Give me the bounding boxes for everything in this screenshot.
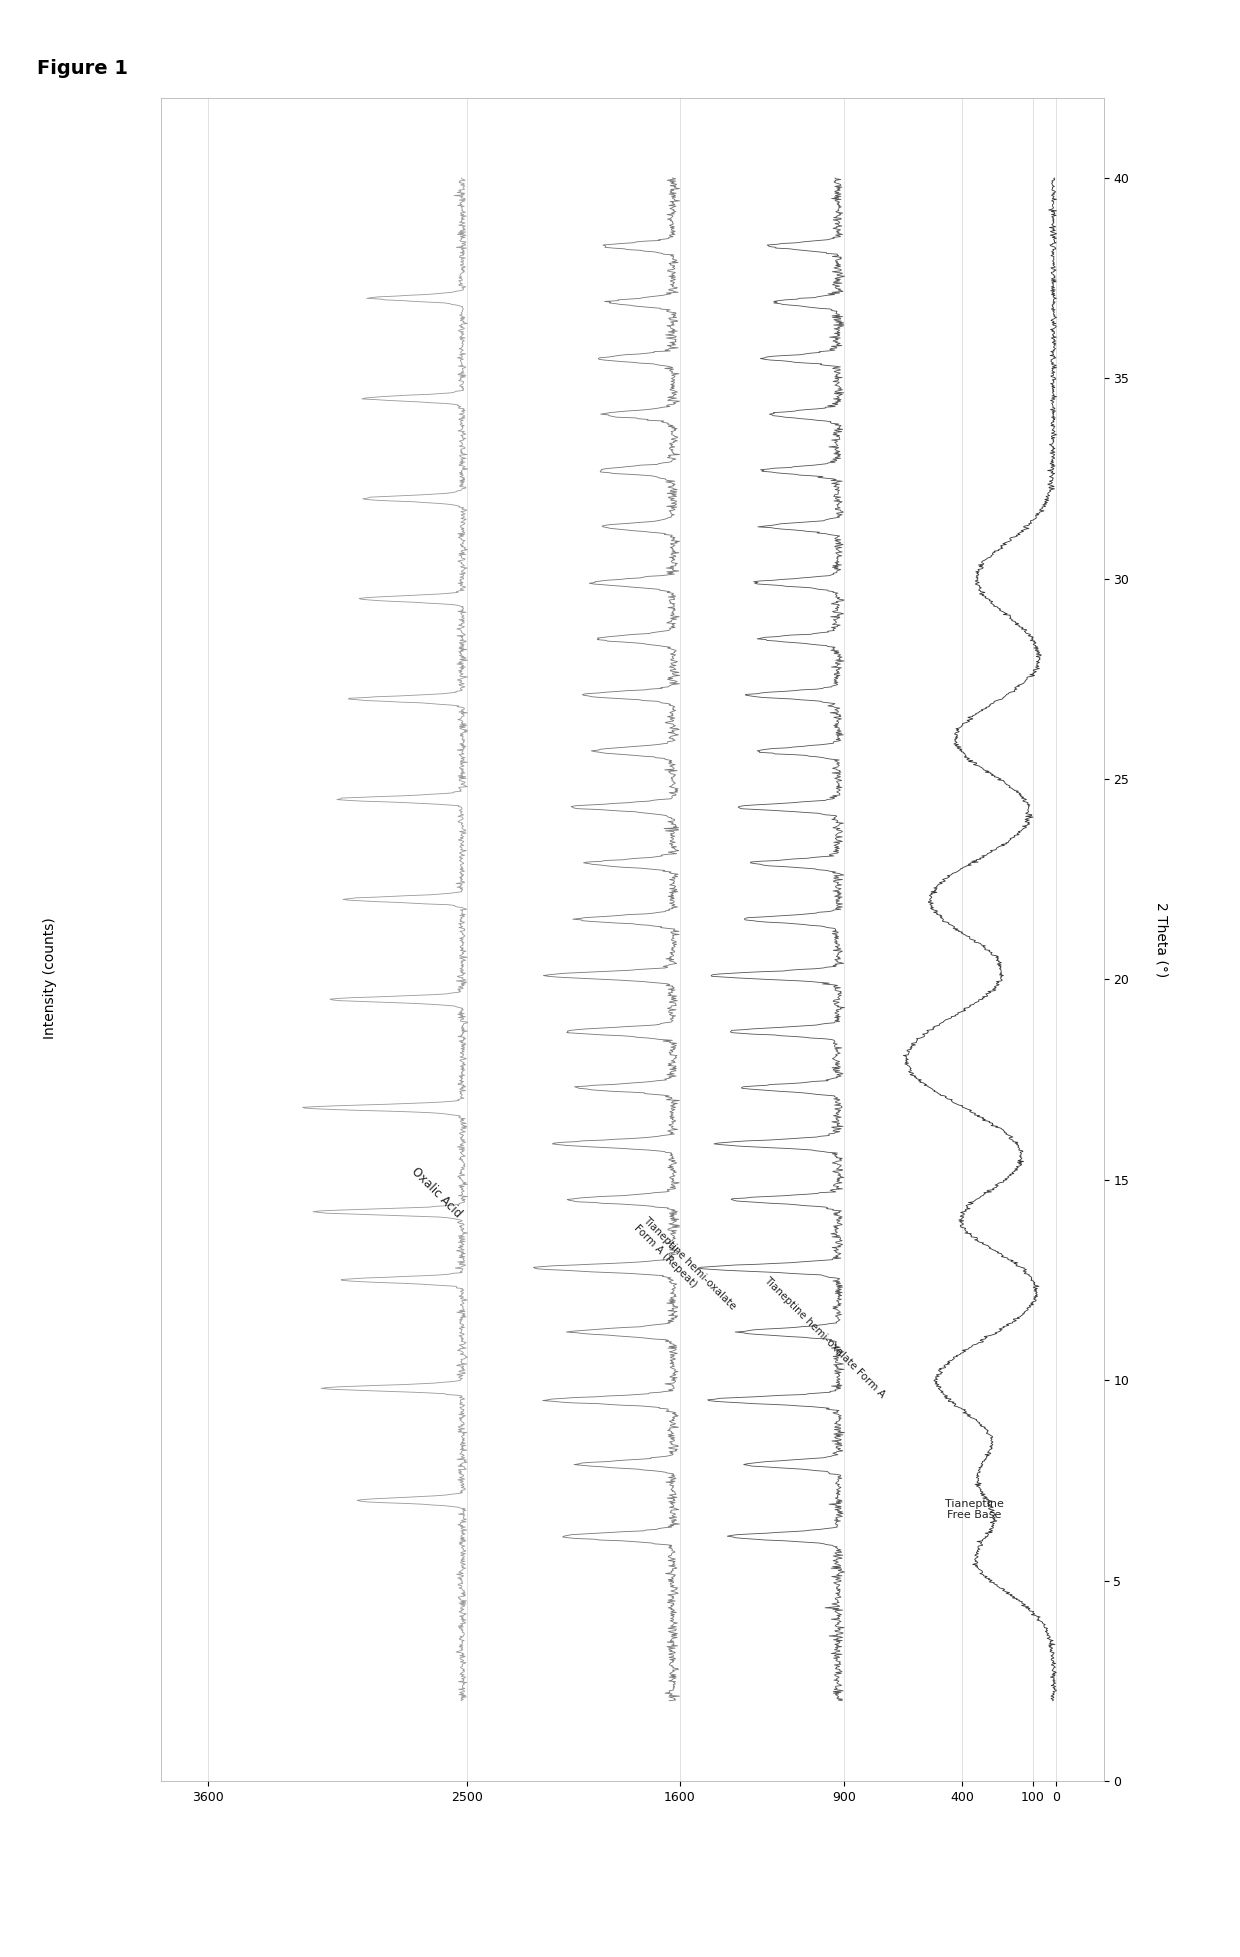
- Y-axis label: 2 Theta (°): 2 Theta (°): [1154, 902, 1168, 977]
- Text: Tianeptine
Free Base: Tianeptine Free Base: [945, 1499, 1003, 1521]
- Text: Tianeptine hemi-oxalate
Form A (Repeat): Tianeptine hemi-oxalate Form A (Repeat): [632, 1215, 738, 1321]
- Text: Intensity (counts): Intensity (counts): [42, 918, 57, 1039]
- Text: Figure 1: Figure 1: [37, 59, 128, 78]
- Text: Tianeptine hemi-oxalate Form A: Tianeptine hemi-oxalate Form A: [761, 1276, 887, 1399]
- Text: Oxalic Acid: Oxalic Acid: [409, 1164, 464, 1219]
